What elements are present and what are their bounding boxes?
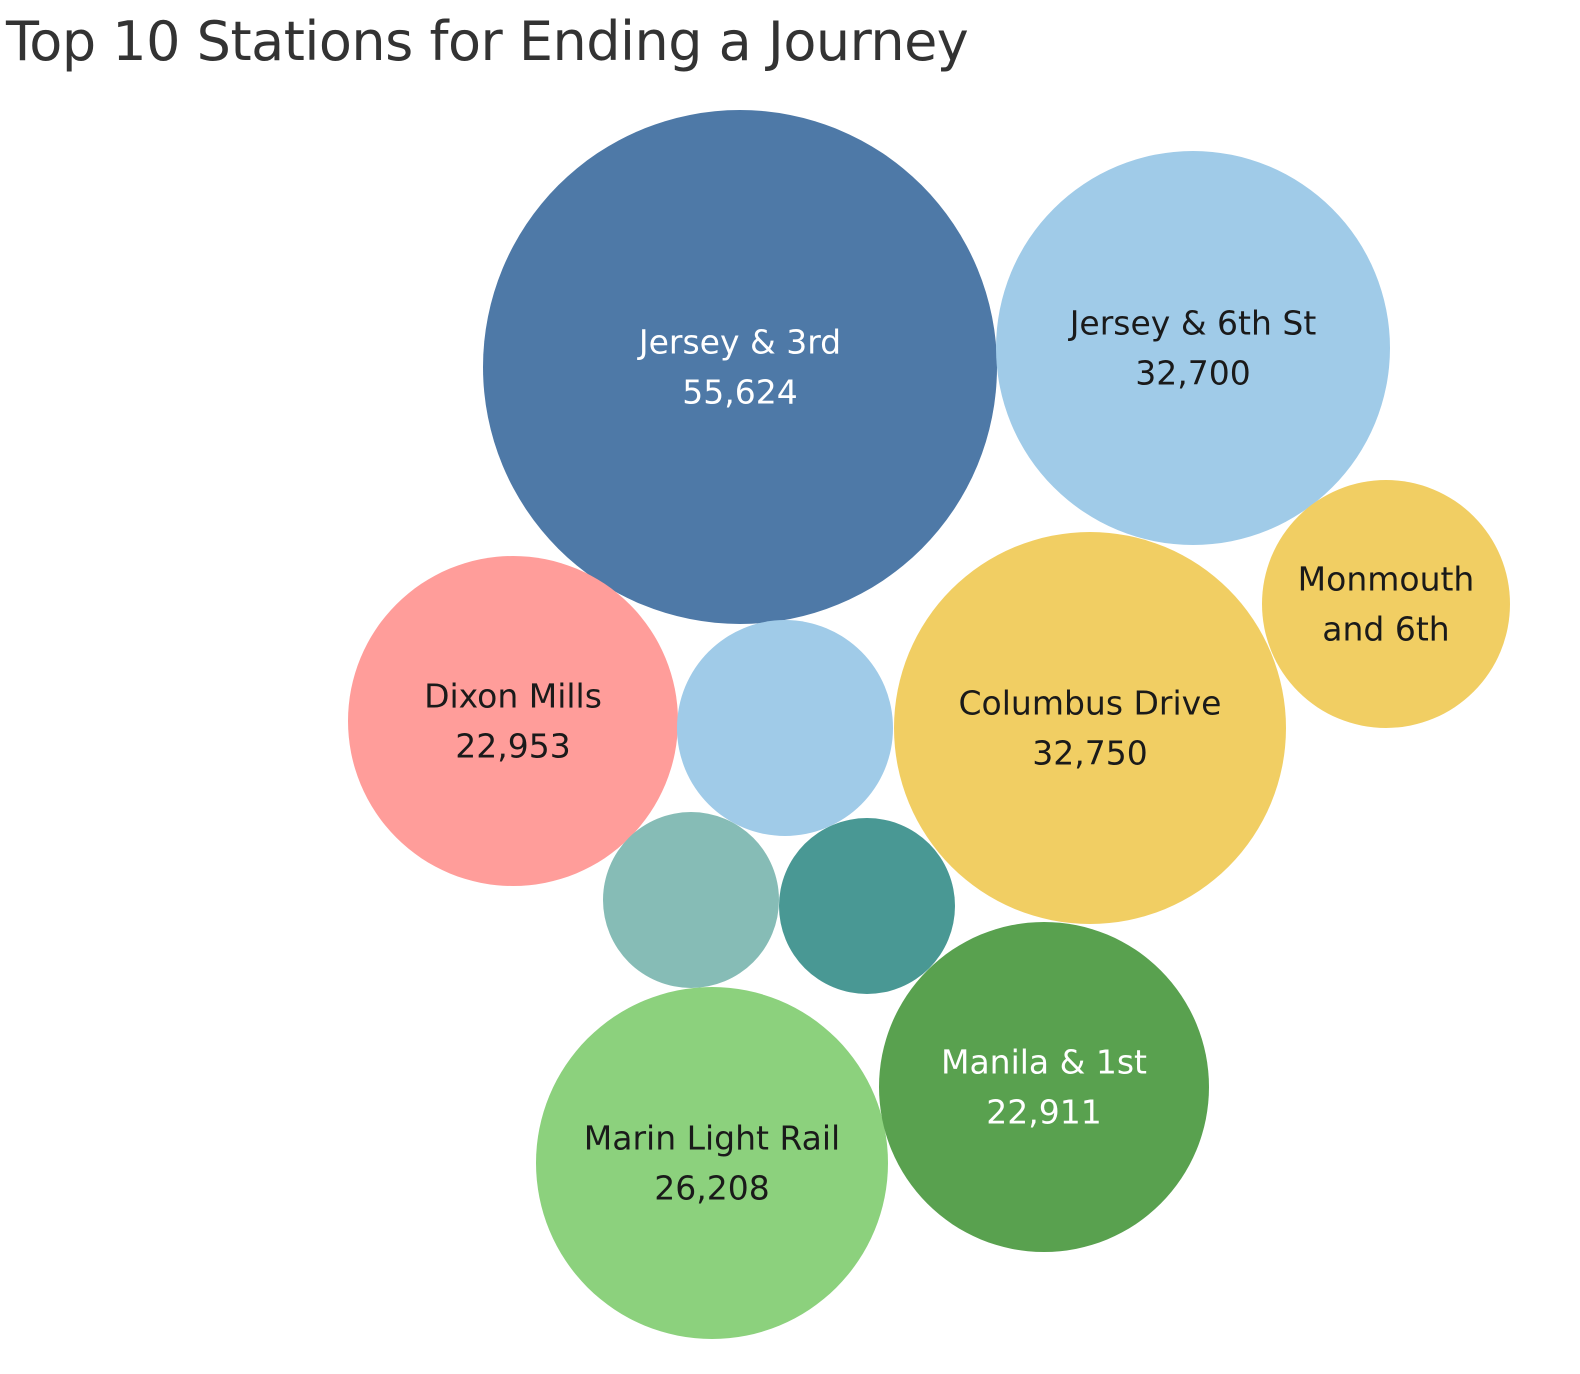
station-name-dixon-mills: Dixon Mills (424, 677, 602, 716)
station-value-dixon-mills: 22,953 (455, 727, 570, 766)
station-name-monmouth-and-6th-line-2: and 6th (1322, 610, 1449, 649)
bubble-unlabeled-9[interactable] (779, 818, 955, 994)
bubble-dixon-mills[interactable] (348, 556, 678, 886)
station-value-columbus-drive: 32,750 (1032, 734, 1147, 773)
bubble-monmouth-and-6th[interactable] (1262, 480, 1510, 728)
chart-title: Top 10 Stations for Ending a Journey (6, 10, 969, 73)
bubble-jersey-and-3rd[interactable] (483, 110, 997, 624)
bubble-columbus-drive[interactable] (894, 532, 1286, 924)
station-value-manila-and-1st: 22,911 (986, 1093, 1101, 1132)
bubble-unlabeled-8[interactable] (677, 620, 893, 836)
station-name-jersey-and-6th-st: Jersey & 6th St (1068, 304, 1317, 343)
bubble-manila-and-1st[interactable] (879, 922, 1209, 1252)
station-value-jersey-and-3rd: 55,624 (682, 373, 797, 412)
bubble-unlabeled-10[interactable] (603, 812, 779, 988)
station-value-jersey-and-6th-st: 32,700 (1135, 354, 1250, 393)
station-name-jersey-and-3rd: Jersey & 3rd (637, 323, 841, 362)
bubble-jersey-and-6th-st[interactable] (996, 151, 1390, 545)
station-name-marin-light-rail: Marin Light Rail (584, 1119, 840, 1158)
station-name-columbus-drive: Columbus Drive (959, 684, 1222, 723)
station-name-manila-and-1st: Manila & 1st (941, 1043, 1147, 1082)
bubble-marin-light-rail[interactable] (536, 987, 888, 1339)
station-value-marin-light-rail: 26,208 (654, 1169, 769, 1208)
station-name-monmouth-and-6th-line-1: Monmouth (1298, 560, 1475, 599)
